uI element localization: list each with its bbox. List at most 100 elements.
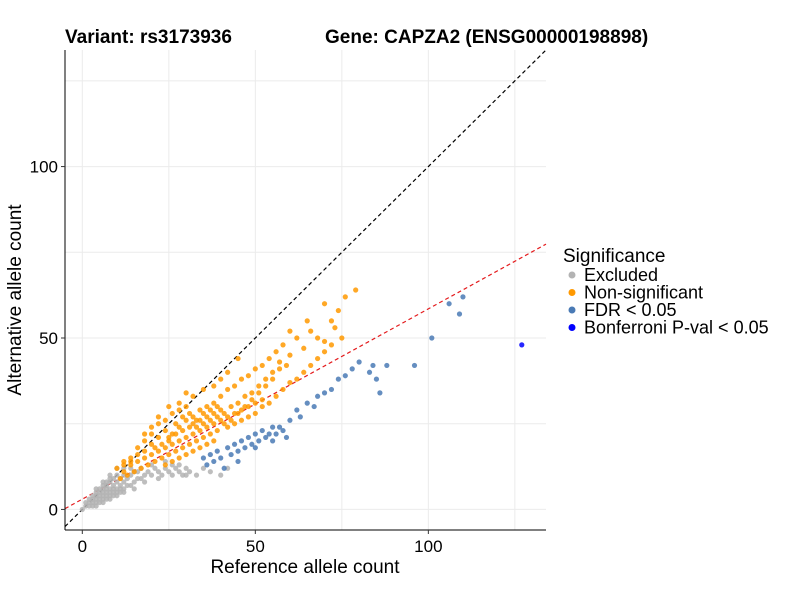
data-point — [242, 393, 248, 399]
data-point — [280, 427, 286, 434]
data-point — [173, 431, 179, 437]
data-point — [242, 445, 248, 451]
data-point — [169, 458, 175, 465]
data-point — [173, 465, 179, 471]
data-point — [186, 469, 193, 475]
data-point — [148, 431, 155, 437]
data-point — [166, 403, 172, 410]
data-point — [107, 496, 113, 502]
data-point — [207, 451, 213, 458]
data-point — [287, 352, 293, 358]
data-point — [186, 410, 193, 417]
data-point — [301, 369, 307, 375]
data-point — [204, 424, 210, 430]
data-point — [197, 445, 203, 451]
data-point — [173, 448, 179, 454]
data-point — [214, 403, 220, 410]
data-point — [100, 499, 106, 506]
data-point — [93, 486, 99, 492]
data-point — [356, 359, 362, 365]
series-bonferroni-p-val-0-05 — [519, 342, 525, 348]
data-point — [100, 479, 106, 485]
x-tick-label: 100 — [414, 537, 442, 556]
data-point — [218, 455, 224, 461]
data-point — [252, 410, 258, 417]
data-point — [148, 472, 155, 478]
data-point — [273, 431, 279, 437]
data-point — [218, 393, 224, 399]
data-point — [173, 421, 179, 427]
data-point — [183, 417, 189, 423]
data-point — [308, 362, 314, 369]
data-point — [162, 462, 168, 468]
legend-label: Non-significant — [584, 283, 703, 303]
data-point — [294, 407, 300, 413]
data-point — [342, 373, 348, 379]
data-point — [270, 376, 276, 382]
data-point — [131, 486, 137, 492]
data-point — [225, 414, 231, 420]
data-point — [183, 390, 189, 396]
data-point — [117, 475, 123, 482]
data-point — [342, 294, 348, 300]
data-point — [231, 441, 238, 447]
data-point — [225, 369, 231, 375]
data-point — [460, 294, 466, 300]
data-point — [114, 479, 120, 485]
data-point — [152, 445, 158, 451]
data-point — [193, 438, 200, 444]
data-point — [370, 362, 376, 369]
data-point — [263, 376, 269, 382]
data-point — [228, 451, 234, 458]
data-point — [235, 355, 241, 362]
data-point — [169, 410, 175, 417]
data-point — [225, 424, 231, 430]
data-point — [197, 427, 203, 434]
legend-title: Significance — [563, 246, 665, 267]
data-point — [249, 397, 255, 403]
data-point — [145, 462, 151, 468]
data-point — [176, 438, 182, 444]
data-point — [245, 373, 252, 379]
data-point — [225, 386, 231, 393]
data-point — [79, 506, 85, 513]
data-point — [193, 424, 200, 430]
data-point — [155, 421, 162, 427]
legend-label: Bonferroni P-val < 0.05 — [584, 318, 769, 338]
y-axis-label: Alternative allele count — [5, 204, 26, 396]
data-point — [231, 421, 238, 427]
legend-swatch — [568, 324, 576, 331]
data-point — [135, 458, 141, 465]
data-point — [141, 455, 148, 461]
data-point — [183, 472, 189, 478]
data-point — [121, 479, 127, 485]
data-point — [176, 462, 182, 468]
data-point — [207, 469, 213, 475]
data-point — [270, 438, 276, 444]
data-point — [519, 342, 525, 348]
data-point — [193, 472, 200, 478]
data-point — [273, 349, 279, 355]
data-point — [186, 441, 193, 447]
data-point — [456, 311, 463, 317]
data-point — [166, 469, 172, 475]
data-point — [169, 441, 175, 447]
data-point — [155, 434, 162, 441]
data-point — [135, 451, 141, 458]
data-point — [249, 390, 255, 396]
data-point — [110, 475, 117, 482]
data-point — [276, 359, 283, 365]
data-point — [176, 455, 182, 461]
data-point — [180, 414, 186, 420]
data-point — [200, 386, 207, 393]
data-point — [180, 445, 186, 451]
data-point — [121, 462, 127, 468]
data-point — [190, 414, 196, 420]
x-tick-label: 50 — [246, 537, 265, 556]
data-point — [315, 393, 321, 399]
legend-label: FDR < 0.05 — [584, 300, 677, 320]
data-point — [190, 421, 196, 427]
data-point — [148, 451, 155, 458]
data-point — [197, 407, 203, 413]
data-point — [211, 383, 217, 389]
